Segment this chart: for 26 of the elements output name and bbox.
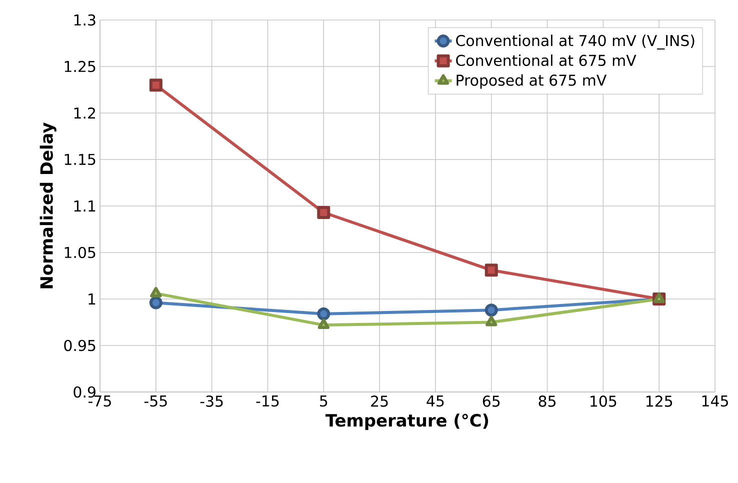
y-tick-label: 1.1 bbox=[74, 200, 96, 212]
legend-label: Conventional at 740 mV (V_INS) bbox=[456, 34, 694, 50]
legend-label: Conventional at 675 mV bbox=[456, 54, 636, 66]
x-tick-label: 45 bbox=[426, 396, 444, 407]
x-tick-label: -55 bbox=[144, 396, 167, 407]
y-tick-label: 1.15 bbox=[64, 154, 96, 166]
y-tick-label: 1.3 bbox=[74, 14, 96, 26]
x-tick-label: 125 bbox=[646, 396, 672, 407]
x-tick-label: 5 bbox=[320, 396, 328, 407]
y-tick-label: 0.95 bbox=[64, 340, 96, 352]
x-tick-label: -35 bbox=[200, 396, 223, 407]
y-tick-label: 1.2 bbox=[74, 107, 95, 119]
y-axis-title: Normalized Delay bbox=[40, 122, 56, 288]
y-tick-label: 1.05 bbox=[64, 246, 96, 258]
y-tick-label: 1.25 bbox=[64, 60, 96, 72]
y-tick-label: 1 bbox=[88, 294, 96, 304]
x-axis-title: Temperature (°C) bbox=[326, 414, 488, 430]
y-tick-label: 0.9 bbox=[74, 386, 96, 398]
x-tick-label: 105 bbox=[590, 396, 616, 407]
x-tick-label: 85 bbox=[538, 396, 556, 407]
legend-label: Proposed at 675 mV bbox=[456, 74, 607, 89]
x-tick-label: 145 bbox=[702, 396, 728, 407]
x-tick-label: -75 bbox=[88, 396, 111, 407]
x-tick-label: -15 bbox=[256, 396, 279, 407]
x-tick-label: 25 bbox=[371, 396, 388, 407]
x-tick-label: 65 bbox=[482, 396, 500, 407]
